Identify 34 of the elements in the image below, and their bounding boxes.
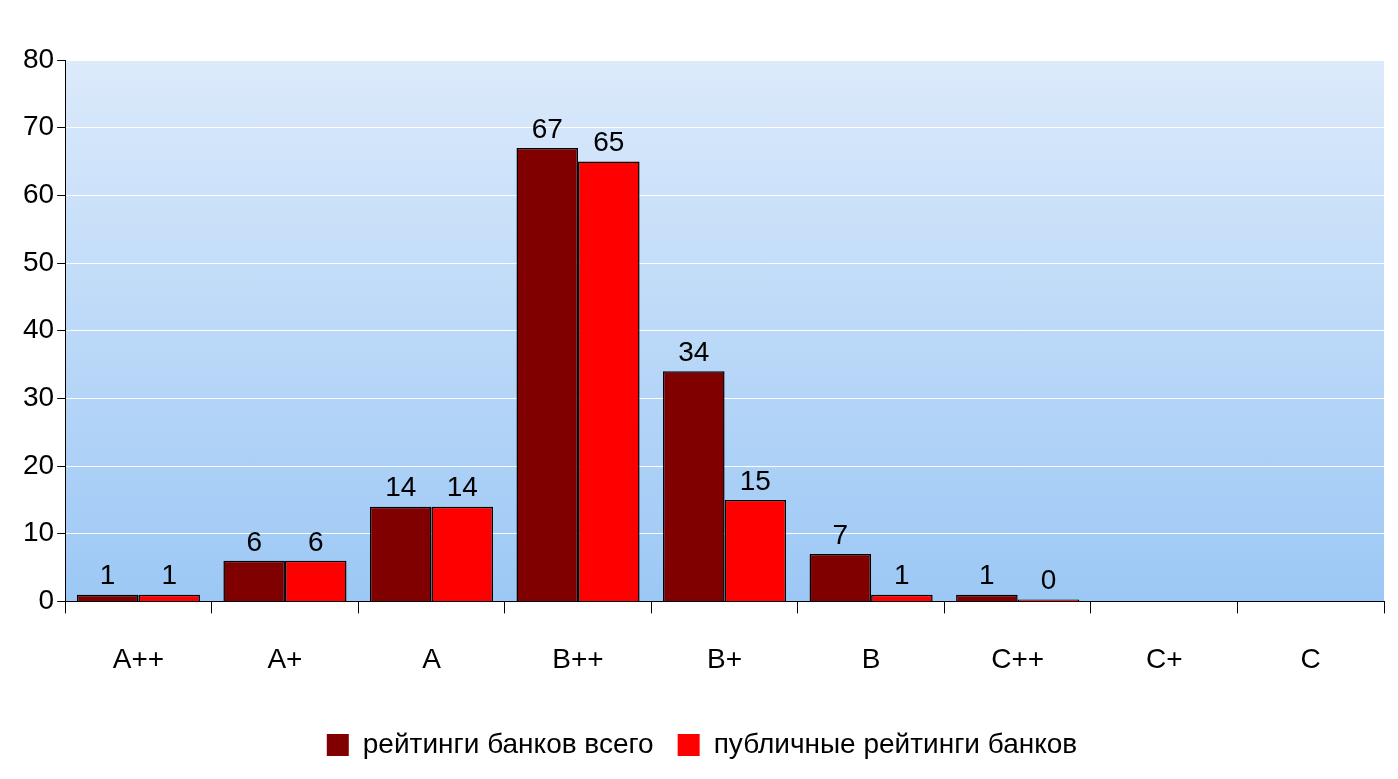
data-label: 65 <box>593 126 625 158</box>
data-label: 1 <box>99 559 116 591</box>
data-label: 6 <box>246 525 262 557</box>
y-tick-label: 40 <box>22 313 55 345</box>
x-tick-label: B++ <box>552 642 604 674</box>
x-tick-label: C+ <box>1145 642 1183 674</box>
y-tick-label: 70 <box>22 110 55 142</box>
data-label: 15 <box>739 464 771 496</box>
y-tick-label: 30 <box>22 381 55 413</box>
data-label: 1 <box>161 559 177 591</box>
y-tick-label: 50 <box>22 245 55 277</box>
legend-label: рейтинги банков всего <box>362 727 654 759</box>
data-label: 0 <box>1040 564 1057 596</box>
data-label: 1 <box>894 559 910 591</box>
x-tick-label: C++ <box>991 642 1045 674</box>
y-tick-label: 20 <box>22 448 55 480</box>
legend-label: публичные рейтинги банков <box>713 727 1078 759</box>
y-tick-label: 60 <box>22 178 55 210</box>
x-tick-label: C <box>1300 642 1321 674</box>
x-tick-label: A+ <box>267 642 303 674</box>
data-label: 34 <box>678 336 710 368</box>
y-tick-label: 10 <box>22 516 55 548</box>
data-label: 1 <box>979 559 995 591</box>
data-label: 6 <box>307 525 324 557</box>
x-tick-label: A++ <box>112 642 165 674</box>
data-label: 7 <box>832 518 849 550</box>
x-tick-label: B <box>861 642 881 674</box>
x-tick-label: A <box>422 642 442 674</box>
data-label: 67 <box>531 112 563 144</box>
x-tick-label: B+ <box>707 642 743 674</box>
data-label: 14 <box>446 471 478 503</box>
y-tick-label: 0 <box>38 584 55 616</box>
data-label: 14 <box>385 471 417 503</box>
y-tick-label: 80 <box>22 42 55 74</box>
